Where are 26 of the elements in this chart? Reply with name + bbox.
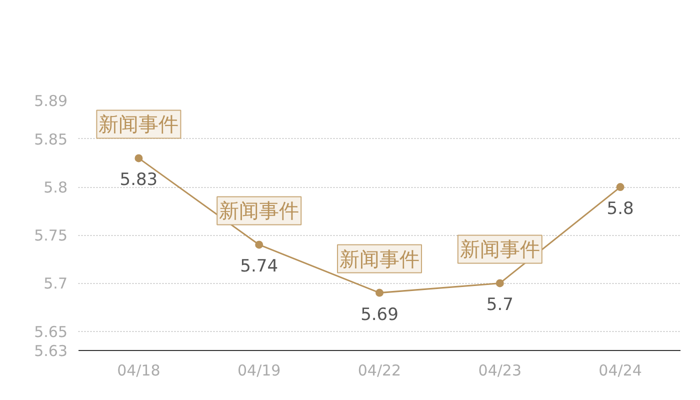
data-label: 5.69 <box>360 304 398 325</box>
x-tick-label: 04/24 <box>598 362 642 380</box>
annotation: 新闻事件 <box>340 246 420 271</box>
y-tick-label: 5.89 <box>34 92 68 110</box>
point <box>255 240 264 249</box>
y-tick-label: 5.65 <box>34 322 68 341</box>
data-label: 5.83 <box>120 170 158 190</box>
x-tick-label: 04/19 <box>237 362 281 380</box>
annotation: 新闻事件 <box>460 237 540 262</box>
point <box>134 154 143 162</box>
y-tick-label: 5.8 <box>44 178 68 197</box>
x-tick-label: 04/23 <box>478 362 522 380</box>
data-label: 5.74 <box>240 256 278 277</box>
x-tick-label: 04/18 <box>117 362 160 380</box>
point <box>496 279 504 288</box>
annotation: 新闻事件 <box>98 112 179 136</box>
point <box>376 288 384 297</box>
data-label: 5.8 <box>606 199 634 220</box>
y-tick-label: 5.85 <box>34 130 68 148</box>
point <box>616 183 624 192</box>
data-label: 5.7 <box>486 295 514 316</box>
annotation: 新闻事件 <box>219 198 300 223</box>
y-tick-label: 5.63 <box>34 342 68 360</box>
y-tick-label: 5.7 <box>44 274 68 293</box>
x-tick-label: 04/22 <box>358 362 402 380</box>
y-tick-label: 5.75 <box>34 226 68 245</box>
